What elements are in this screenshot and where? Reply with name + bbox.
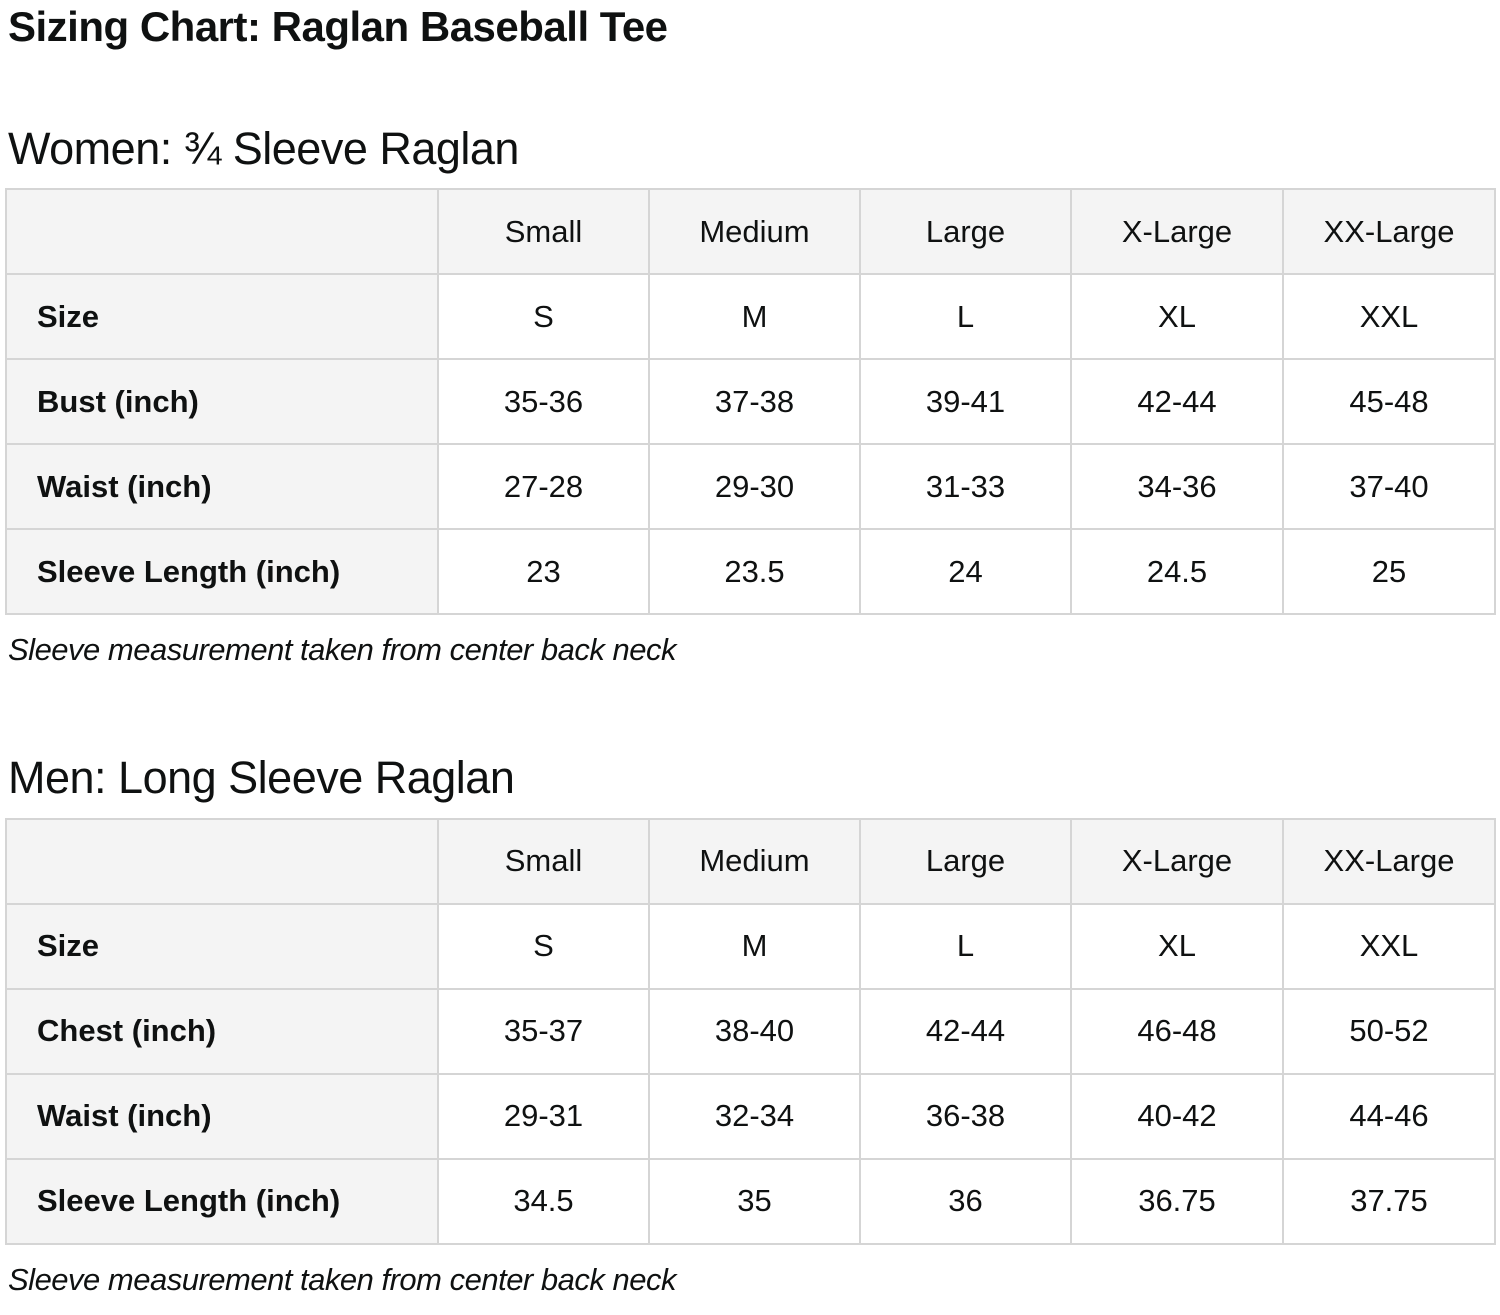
cell-size-s: S xyxy=(437,902,650,990)
cell-waist-l: 36-38 xyxy=(859,1072,1072,1160)
col-header-x-large: X-Large xyxy=(1070,188,1284,276)
col-header-small: Small xyxy=(437,188,650,276)
table-row-size: Size S M L XL XXL xyxy=(5,902,1496,990)
table-header-row: Small Medium Large X-Large XX-Large xyxy=(5,188,1496,276)
cell-sleeve-xxl: 25 xyxy=(1282,528,1496,616)
col-header-large: Large xyxy=(859,188,1072,276)
section-heading-women: Women: ¾ Sleeve Raglan xyxy=(8,123,519,175)
row-label-waist: Waist (inch) xyxy=(5,1072,439,1160)
cell-waist-xxl: 37-40 xyxy=(1282,443,1496,531)
row-label-size: Size xyxy=(5,902,439,990)
cell-bust-xxl: 45-48 xyxy=(1282,358,1496,446)
cell-bust-m: 37-38 xyxy=(648,358,861,446)
col-header-large: Large xyxy=(859,817,1072,905)
cell-size-xxl: XXL xyxy=(1282,273,1496,361)
table-row-bust: Bust (inch) 35-36 37-38 39-41 42-44 45-4… xyxy=(5,358,1496,446)
table-row-waist: Waist (inch) 27-28 29-30 31-33 34-36 37-… xyxy=(5,443,1496,531)
cell-bust-xl: 42-44 xyxy=(1070,358,1284,446)
cell-size-s: S xyxy=(437,273,650,361)
col-header-xx-large: XX-Large xyxy=(1282,817,1496,905)
cell-size-xl: XL xyxy=(1070,273,1284,361)
cell-bust-s: 35-36 xyxy=(437,358,650,446)
cell-waist-xxl: 44-46 xyxy=(1282,1072,1496,1160)
row-label-bust: Bust (inch) xyxy=(5,358,439,446)
cell-chest-m: 38-40 xyxy=(648,987,861,1075)
cell-size-m: M xyxy=(648,273,861,361)
col-header-blank xyxy=(5,817,439,905)
col-header-small: Small xyxy=(437,817,650,905)
section-heading-men: Men: Long Sleeve Raglan xyxy=(8,752,515,804)
cell-waist-l: 31-33 xyxy=(859,443,1072,531)
cell-chest-l: 42-44 xyxy=(859,987,1072,1075)
row-label-size: Size xyxy=(5,273,439,361)
row-label-waist: Waist (inch) xyxy=(5,443,439,531)
cell-waist-s: 27-28 xyxy=(437,443,650,531)
table-row-waist: Waist (inch) 29-31 32-34 36-38 40-42 44-… xyxy=(5,1072,1496,1160)
cell-sleeve-m: 35 xyxy=(648,1157,861,1245)
cell-size-xxl: XXL xyxy=(1282,902,1496,990)
cell-chest-xxl: 50-52 xyxy=(1282,987,1496,1075)
row-label-sleeve-length: Sleeve Length (inch) xyxy=(5,528,439,616)
men-table-footnote: Sleeve measurement taken from center bac… xyxy=(8,1261,676,1297)
cell-sleeve-xl: 24.5 xyxy=(1070,528,1284,616)
cell-waist-xl: 40-42 xyxy=(1070,1072,1284,1160)
col-header-xx-large: XX-Large xyxy=(1282,188,1496,276)
cell-sleeve-s: 34.5 xyxy=(437,1157,650,1245)
table-header-row: Small Medium Large X-Large XX-Large xyxy=(5,817,1496,905)
page-title: Sizing Chart: Raglan Baseball Tee xyxy=(8,3,668,50)
row-label-chest: Chest (inch) xyxy=(5,987,439,1075)
cell-waist-m: 29-30 xyxy=(648,443,861,531)
cell-waist-s: 29-31 xyxy=(437,1072,650,1160)
cell-sleeve-l: 24 xyxy=(859,528,1072,616)
col-header-medium: Medium xyxy=(648,188,861,276)
cell-sleeve-xl: 36.75 xyxy=(1070,1157,1284,1245)
row-label-sleeve-length: Sleeve Length (inch) xyxy=(5,1157,439,1245)
women-table-footnote: Sleeve measurement taken from center bac… xyxy=(8,632,676,668)
cell-sleeve-xxl: 37.75 xyxy=(1282,1157,1496,1245)
cell-size-m: M xyxy=(648,902,861,990)
table-row-sleeve: Sleeve Length (inch) 34.5 35 36 36.75 37… xyxy=(5,1157,1496,1245)
cell-sleeve-s: 23 xyxy=(437,528,650,616)
cell-bust-l: 39-41 xyxy=(859,358,1072,446)
cell-chest-s: 35-37 xyxy=(437,987,650,1075)
cell-size-l: L xyxy=(859,902,1072,990)
col-header-blank xyxy=(5,188,439,276)
table-row-chest: Chest (inch) 35-37 38-40 42-44 46-48 50-… xyxy=(5,987,1496,1075)
cell-waist-m: 32-34 xyxy=(648,1072,861,1160)
cell-size-xl: XL xyxy=(1070,902,1284,990)
table-row-sleeve: Sleeve Length (inch) 23 23.5 24 24.5 25 xyxy=(5,528,1496,616)
col-header-medium: Medium xyxy=(648,817,861,905)
cell-size-l: L xyxy=(859,273,1072,361)
cell-chest-xl: 46-48 xyxy=(1070,987,1284,1075)
col-header-x-large: X-Large xyxy=(1070,817,1284,905)
cell-sleeve-m: 23.5 xyxy=(648,528,861,616)
women-size-table: Small Medium Large X-Large XX-Large Size… xyxy=(5,188,1496,616)
table-row-size: Size S M L XL XXL xyxy=(5,273,1496,361)
cell-waist-xl: 34-36 xyxy=(1070,443,1284,531)
men-size-table: Small Medium Large X-Large XX-Large Size… xyxy=(5,817,1496,1245)
cell-sleeve-l: 36 xyxy=(859,1157,1072,1245)
